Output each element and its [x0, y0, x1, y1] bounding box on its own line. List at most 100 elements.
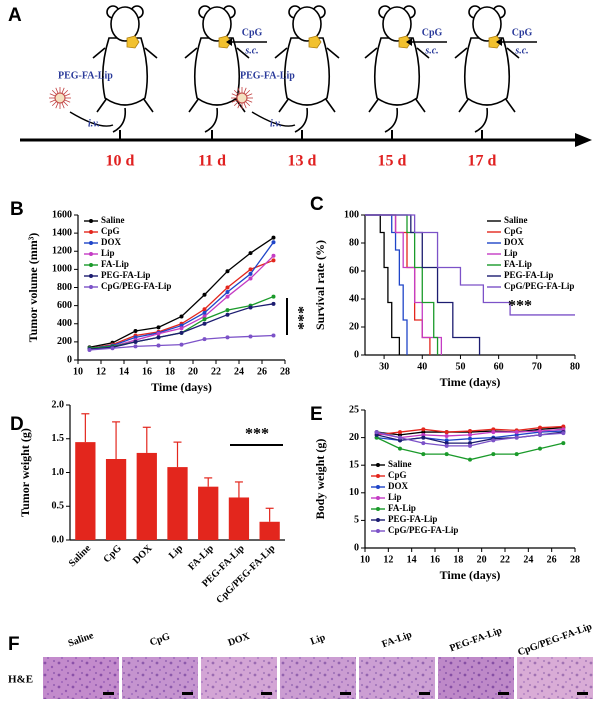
y-tick-label: 0 [354, 542, 359, 553]
mouse-arm [274, 47, 340, 59]
panel-letter: E [310, 404, 323, 425]
x-tick-label: 10 [73, 366, 83, 377]
mouse [274, 5, 340, 133]
bar [167, 467, 188, 540]
legend-marker [89, 285, 93, 289]
group-label: CpG/PEG-FA-Lip [516, 621, 594, 658]
data-point [271, 301, 276, 306]
mouse-body [373, 37, 421, 106]
x-tick-label: Saline [67, 543, 94, 570]
data-point [271, 253, 276, 258]
data-point [514, 452, 519, 457]
significance: *** [245, 426, 269, 443]
x-tick-label: 40 [417, 361, 427, 372]
mouse-arm [364, 47, 430, 59]
data-point [561, 427, 566, 432]
bar [228, 497, 250, 540]
legend-marker [89, 241, 93, 245]
data-point [225, 290, 230, 295]
data-point [514, 435, 519, 440]
legend-label: CpG [388, 470, 407, 480]
mouse-tail [294, 107, 309, 133]
bar [105, 459, 127, 540]
data-point [202, 317, 207, 322]
legend-label: PEG-FA-Lip [504, 270, 553, 280]
route-label: s.c. [514, 45, 528, 56]
data-point [561, 441, 566, 446]
y-axis-label: Survival rate (%) [313, 240, 327, 330]
data-point [421, 435, 426, 440]
x-tick-label: 12 [96, 366, 106, 377]
group-label: FA-Lip [381, 629, 414, 650]
x-tick-label: 28 [280, 366, 290, 377]
data-point [248, 334, 253, 339]
day-label: 11 d [198, 153, 226, 170]
legend-label: Lip [388, 492, 402, 502]
data-point [202, 292, 207, 297]
legend-marker [376, 507, 380, 511]
mouse-leg [458, 97, 516, 113]
legend-label: CpG [504, 226, 523, 236]
drug-label: PEG-FA-Lip [58, 70, 113, 81]
data-point [491, 438, 496, 443]
scale-bar [182, 692, 193, 695]
bar [198, 486, 219, 540]
route-label: s.c. [424, 45, 438, 56]
legend-label: Lip [504, 248, 518, 258]
data-point [561, 424, 566, 429]
x-tick-label: 70 [532, 361, 542, 372]
y-axis-label: Tumor volume (mm³) [26, 233, 40, 343]
tumor [218, 35, 232, 49]
y-tick-label: 40 [349, 293, 359, 304]
y-tick-label: 800 [57, 282, 72, 293]
data-point [271, 235, 276, 240]
survival-curve [365, 214, 431, 355]
mouse-leg [96, 97, 154, 113]
survival-curve [365, 214, 401, 355]
data-point [421, 441, 426, 446]
x-tick-label: 14 [119, 366, 129, 377]
y-tick-label: 20 [349, 321, 359, 332]
liposome [54, 92, 66, 104]
mouse-tail [112, 107, 127, 133]
mouse-leg [278, 97, 336, 113]
scale-bar [419, 692, 430, 695]
data-point [444, 443, 449, 448]
drug-label: PEG-FA-Lip [240, 70, 295, 81]
data-point [179, 342, 184, 347]
legend-marker [89, 274, 93, 278]
y-tick-label: 2.0 [52, 399, 65, 410]
data-point [444, 438, 449, 443]
data-point [468, 443, 472, 448]
arrow-head [496, 38, 502, 46]
data-point [133, 344, 138, 349]
legend-label: CpG/PEG-FA-Lip [504, 281, 574, 291]
data-point [248, 271, 253, 276]
y-tick-label: 1.0 [52, 467, 65, 478]
legend-marker [89, 263, 93, 267]
legend-marker [376, 518, 380, 522]
data-point [538, 446, 542, 451]
survival-curve [365, 214, 575, 316]
x-tick-label: 30 [379, 361, 389, 372]
legend-label: PEG-FA-Lip [388, 514, 437, 524]
route-label: s.c. [244, 45, 258, 56]
data-point [202, 337, 207, 342]
legend-label: PEG-FA-Lip [101, 270, 150, 280]
legend-label: Saline [101, 215, 125, 225]
x-tick-label: 24 [234, 366, 244, 377]
data-point [421, 427, 426, 432]
data-point [374, 435, 379, 440]
scale-bar [340, 692, 351, 695]
survival-curve [365, 214, 408, 355]
y-tick-label: 0 [67, 354, 72, 365]
bar [259, 521, 280, 540]
data-point [398, 446, 402, 451]
mouse-arm [92, 47, 158, 59]
scale-bar [261, 692, 272, 695]
route-label: i.v. [270, 118, 282, 129]
mouse-tail [384, 107, 399, 133]
injection-arrow [69, 111, 114, 127]
x-tick-label: 22 [500, 554, 510, 565]
mouse-tail [204, 107, 219, 133]
